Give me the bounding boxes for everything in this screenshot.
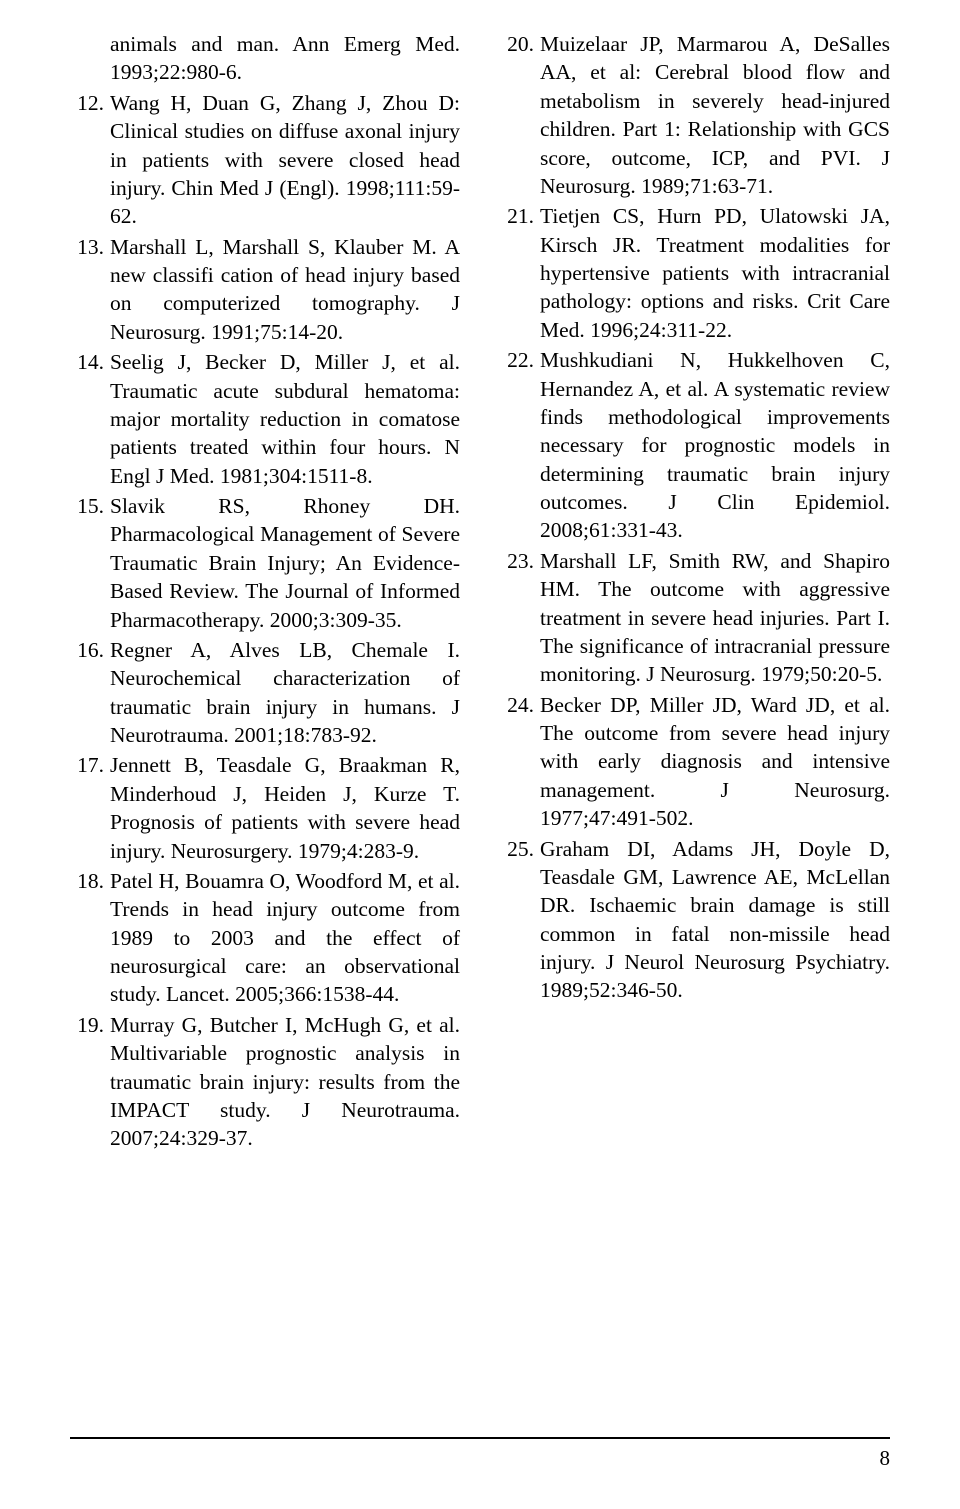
reference-item: 19. Murray G, Butcher I, McHugh G, et al… <box>70 1011 460 1153</box>
reference-item: 21. Tietjen CS, Hurn PD, Ulatowski JA, K… <box>500 202 890 344</box>
reference-number: 17. <box>70 751 110 865</box>
reference-number: 14. <box>70 348 110 490</box>
reference-item: 23. Marshall LF, Smith RW, and Shapiro H… <box>500 547 890 689</box>
reference-text: Marshall L, Marshall S, Klauber M. A new… <box>110 233 460 347</box>
reference-number: 22. <box>500 346 540 545</box>
reference-text: Regner A, Alves LB, Chemale I. Neurochem… <box>110 636 460 750</box>
reference-text: Muizelaar JP, Marmarou A, DeSalles AA, e… <box>540 30 890 200</box>
reference-number: 25. <box>500 835 540 1005</box>
reference-number: 15. <box>70 492 110 634</box>
reference-number: 13. <box>70 233 110 347</box>
footer-rule <box>70 1437 890 1439</box>
reference-number: 23. <box>500 547 540 689</box>
reference-item: 17. Jennett B, Teasdale G, Braakman R, M… <box>70 751 460 865</box>
page-number: 8 <box>70 1445 890 1473</box>
reference-item: 13. Marshall L, Marshall S, Klauber M. A… <box>70 233 460 347</box>
reference-continuation: animals and man. Ann Emerg Med. 1993;22:… <box>70 30 460 87</box>
reference-number: 24. <box>500 691 540 833</box>
reference-text: Wang H, Duan G, Zhang J, Zhou D: Clinica… <box>110 89 460 231</box>
left-column: animals and man. Ann Emerg Med. 1993;22:… <box>70 30 460 1155</box>
reference-number: 21. <box>500 202 540 344</box>
reference-number: 20. <box>500 30 540 200</box>
reference-item: 14. Seelig J, Becker D, Miller J, et al.… <box>70 348 460 490</box>
reference-text: Graham DI, Adams JH, Doyle D, Teasdale G… <box>540 835 890 1005</box>
reference-item: 24. Becker DP, Miller JD, Ward JD, et al… <box>500 691 890 833</box>
reference-text: Slavik RS, Rhoney DH. Pharmacological Ma… <box>110 492 460 634</box>
page: animals and man. Ann Emerg Med. 1993;22:… <box>0 0 960 1509</box>
reference-item: 20. Muizelaar JP, Marmarou A, DeSalles A… <box>500 30 890 200</box>
reference-text: Tietjen CS, Hurn PD, Ulatowski JA, Kirsc… <box>540 202 890 344</box>
reference-item: 12. Wang H, Duan G, Zhang J, Zhou D: Cli… <box>70 89 460 231</box>
reference-text: Marshall LF, Smith RW, and Shapiro HM. T… <box>540 547 890 689</box>
reference-item: 18. Patel H, Bouamra O, Woodford M, et a… <box>70 867 460 1009</box>
reference-item: 15. Slavik RS, Rhoney DH. Pharmacologica… <box>70 492 460 634</box>
reference-text: Murray G, Butcher I, McHugh G, et al. Mu… <box>110 1011 460 1153</box>
reference-item: 25. Graham DI, Adams JH, Doyle D, Teasda… <box>500 835 890 1005</box>
reference-number: 18. <box>70 867 110 1009</box>
reference-text: Becker DP, Miller JD, Ward JD, et al. Th… <box>540 691 890 833</box>
reference-text: Mushkudiani N, Hukkelhoven C, Hernandez … <box>540 346 890 545</box>
reference-text: Seelig J, Becker D, Miller J, et al. Tra… <box>110 348 460 490</box>
reference-item: 22. Mushkudiani N, Hukkelhoven C, Hernan… <box>500 346 890 545</box>
right-column: 20. Muizelaar JP, Marmarou A, DeSalles A… <box>500 30 890 1155</box>
reference-columns: animals and man. Ann Emerg Med. 1993;22:… <box>70 30 890 1155</box>
reference-number: 12. <box>70 89 110 231</box>
reference-item: 16. Regner A, Alves LB, Chemale I. Neuro… <box>70 636 460 750</box>
reference-text: Patel H, Bouamra O, Woodford M, et al. T… <box>110 867 460 1009</box>
reference-number: 19. <box>70 1011 110 1153</box>
reference-text: Jennett B, Teasdale G, Braakman R, Minde… <box>110 751 460 865</box>
reference-number: 16. <box>70 636 110 750</box>
page-footer: 8 <box>70 1437 890 1473</box>
